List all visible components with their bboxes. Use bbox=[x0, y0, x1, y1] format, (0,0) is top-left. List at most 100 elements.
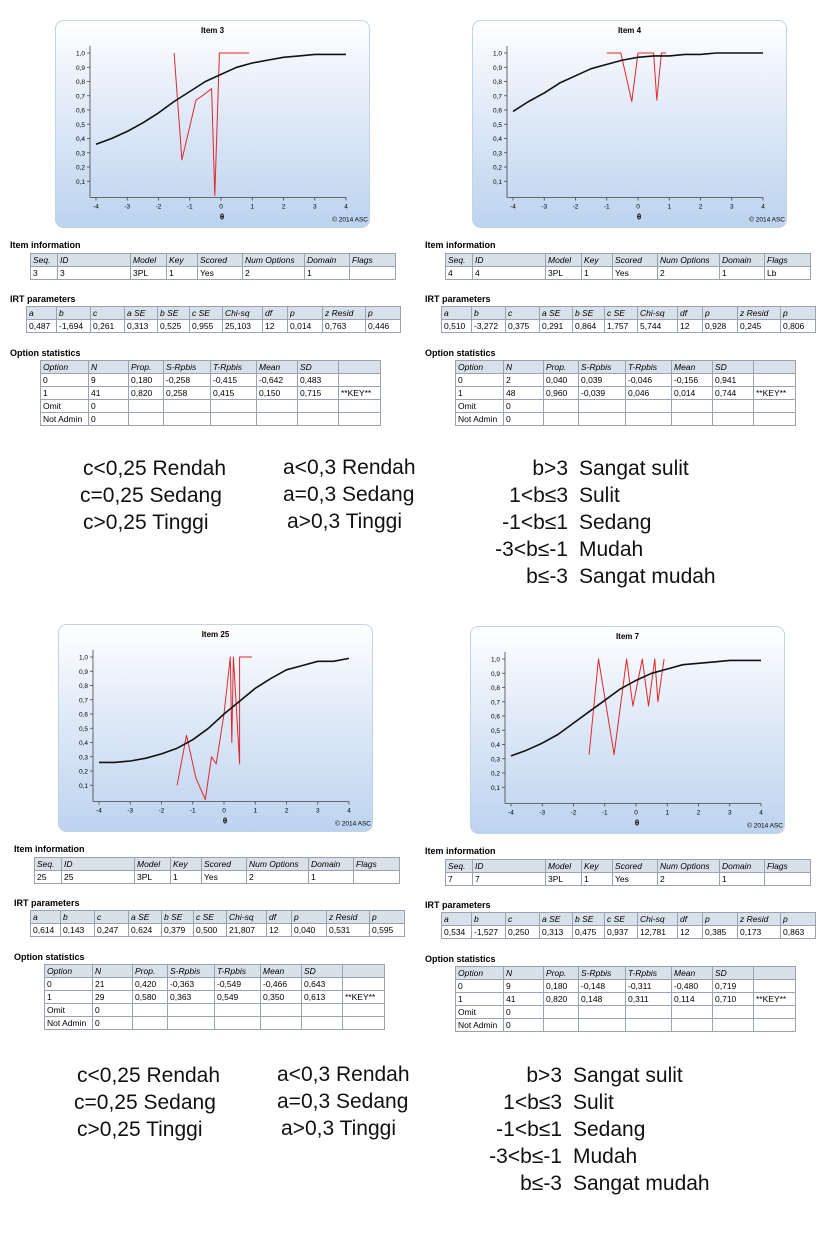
cell bbox=[128, 412, 164, 426]
header-cell: c SE bbox=[189, 306, 223, 320]
cell: -0,549 bbox=[214, 977, 261, 991]
cell: 0,311 bbox=[625, 992, 672, 1006]
header-row: Option N Prop. S-Rpbis T-Rpbis Mean SD bbox=[455, 966, 796, 980]
model-curve bbox=[95, 53, 346, 145]
header-cell: T-Rpbis bbox=[210, 360, 257, 374]
x-tick-label: 2 bbox=[697, 810, 701, 817]
cell: **KEY** bbox=[342, 990, 385, 1004]
header-cell: ID bbox=[472, 253, 546, 267]
section-title: IRT parameters bbox=[425, 900, 491, 910]
cell bbox=[753, 1018, 796, 1032]
b-category: Sangat sulit bbox=[573, 1064, 683, 1087]
header-cell: Flags bbox=[349, 253, 396, 267]
x-tick-label: -4 bbox=[508, 810, 514, 817]
c-criterion: c<0,25 Rendah bbox=[83, 457, 227, 480]
data-row: 1 41 0,820 0,148 0,311 0,114 0,710 **KEY** bbox=[455, 992, 796, 1006]
header-cell: df bbox=[677, 306, 703, 320]
cell: 0 bbox=[92, 1016, 133, 1030]
cell: 0,040 bbox=[543, 373, 579, 387]
cell: 0,500 bbox=[193, 923, 227, 937]
cell bbox=[342, 977, 385, 991]
x-axis-label: θ bbox=[635, 819, 639, 828]
cell: 0,014 bbox=[287, 319, 323, 333]
copyright: © 2014 ASC bbox=[749, 216, 785, 224]
y-tick-label: 0,2 bbox=[491, 771, 500, 778]
cell: 3 bbox=[30, 266, 58, 280]
header-cell: a SE bbox=[124, 306, 158, 320]
cell bbox=[625, 1018, 672, 1032]
y-tick-label: 0,9 bbox=[76, 65, 85, 72]
cell bbox=[671, 399, 713, 413]
a-criterion: a<0,3 Rendah bbox=[283, 456, 416, 479]
cell bbox=[297, 399, 339, 413]
header-cell: df bbox=[266, 910, 292, 924]
header-cell: Scored bbox=[612, 253, 658, 267]
observed-line bbox=[173, 52, 250, 196]
cell: 4 bbox=[445, 266, 473, 280]
header-cell: df bbox=[262, 306, 288, 320]
cell: 0 bbox=[455, 373, 504, 387]
header-cell: a bbox=[26, 306, 57, 320]
cell: -0,466 bbox=[260, 977, 302, 991]
header-cell: Key bbox=[170, 857, 202, 871]
header-cell: SD bbox=[712, 360, 754, 374]
cell: 12 bbox=[266, 923, 292, 937]
b-condition: b>3 bbox=[526, 1064, 562, 1087]
cell: 41 bbox=[88, 386, 129, 400]
data-row: Not Admin 0 bbox=[40, 412, 381, 426]
cell: 5,744 bbox=[637, 319, 678, 333]
cell bbox=[167, 1003, 215, 1017]
cell: -0,480 bbox=[671, 979, 713, 993]
x-tick-label: 0 bbox=[634, 810, 638, 817]
x-axis-label: θ bbox=[637, 213, 641, 222]
header-cell: p bbox=[369, 910, 405, 924]
chart-background bbox=[470, 626, 785, 834]
cell: Yes bbox=[612, 266, 658, 280]
b-category: Sulit bbox=[579, 484, 620, 507]
cell bbox=[256, 412, 298, 426]
section-title: IRT parameters bbox=[425, 294, 491, 304]
data-row: 1 48 0,960 -0,039 0,046 0,014 0,744 **KEY** bbox=[455, 386, 796, 400]
section-title: IRT parameters bbox=[14, 898, 80, 908]
y-tick-label: 0,5 bbox=[79, 726, 88, 733]
cell: 25,103 bbox=[222, 319, 263, 333]
observed-line bbox=[606, 52, 667, 102]
b-category: Sangat sulit bbox=[579, 457, 689, 480]
data-row: Omit 0 bbox=[455, 399, 796, 413]
header-cell: Model bbox=[545, 253, 582, 267]
cell: 21,807 bbox=[226, 923, 267, 937]
header-row: Seq. ID Model Key Scored Num Options Domain Fla… bbox=[445, 859, 811, 873]
cell: 0,613 bbox=[301, 990, 343, 1004]
y-tick-label: 0,6 bbox=[491, 714, 500, 721]
data-table: Seq. ID Model Key Scored Num Options Domain Fla… bbox=[34, 857, 400, 884]
y-tick-label: 0,1 bbox=[493, 179, 502, 186]
cell: 3PL bbox=[134, 870, 171, 884]
header-cell: a bbox=[441, 306, 472, 320]
header-cell: Seq. bbox=[445, 859, 473, 873]
header-cell: b SE bbox=[157, 306, 190, 320]
header-cell: c bbox=[505, 306, 540, 320]
cell: 0,475 bbox=[572, 925, 605, 939]
cell bbox=[342, 1003, 385, 1017]
x-tick-label: 0 bbox=[219, 204, 223, 211]
cell: 1 bbox=[581, 872, 613, 886]
cell bbox=[210, 399, 257, 413]
cell: 0,180 bbox=[128, 373, 164, 387]
b-condition: b≤-3 bbox=[520, 1172, 562, 1195]
header-cell: Mean bbox=[256, 360, 298, 374]
cell bbox=[712, 399, 754, 413]
header-cell: a SE bbox=[539, 912, 573, 926]
header-cell: df bbox=[677, 912, 703, 926]
x-tick-label: -4 bbox=[96, 808, 102, 815]
y-tick-label: 0,7 bbox=[76, 93, 85, 100]
cell: 1,757 bbox=[604, 319, 638, 333]
header-cell: S-Rpbis bbox=[578, 360, 626, 374]
model-curve bbox=[510, 659, 761, 757]
header-cell: S-Rpbis bbox=[163, 360, 211, 374]
section-title: Item information bbox=[425, 240, 496, 250]
header-cell: Chi-sq bbox=[637, 306, 678, 320]
cell: 29 bbox=[92, 990, 133, 1004]
cell bbox=[625, 412, 672, 426]
